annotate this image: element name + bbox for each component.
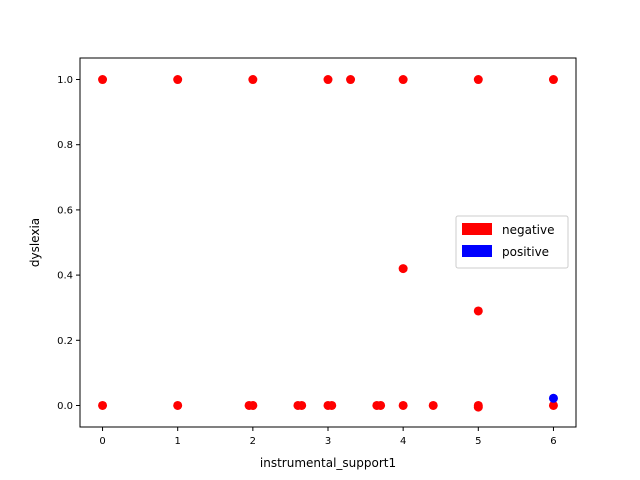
y-tick-label: 0.8 (57, 140, 73, 151)
y-axis-label: dyslexia (28, 218, 42, 267)
point-negative-10 (98, 400, 108, 410)
legend: negative positive (455, 215, 569, 269)
point-negative-21 (428, 400, 438, 410)
x-tick-label: 5 (475, 436, 481, 447)
x-tick-label: 4 (400, 436, 406, 447)
point-negative-6 (473, 75, 483, 85)
x-axis-label: instrumental_support1 (260, 456, 396, 470)
y-tick-label: 0.2 (57, 336, 73, 347)
y-tick-label: 0.4 (57, 271, 73, 282)
point-negative-4 (346, 75, 356, 85)
legend-label-negative: negative (502, 223, 554, 237)
data-points (98, 75, 558, 412)
x-tick-label: 1 (175, 436, 181, 447)
legend-swatch-negative (462, 223, 492, 235)
x-tick-label: 0 (99, 436, 105, 447)
point-negative-15 (297, 400, 307, 410)
y-tick-label: 0.0 (57, 401, 73, 412)
x-tick-label: 6 (550, 436, 556, 447)
point-positive-0 (548, 393, 558, 403)
point-negative-7 (548, 75, 558, 85)
point-negative-17 (327, 400, 337, 410)
point-negative-13 (248, 400, 258, 410)
x-tick-label: 2 (250, 436, 256, 447)
y-axis: 0.0 0.2 0.4 0.6 0.8 1.0 (57, 75, 80, 412)
y-tick-label: 0.6 (57, 205, 73, 216)
point-negative-2 (248, 75, 258, 85)
legend-label-positive: positive (502, 245, 549, 259)
point-negative-1 (173, 75, 183, 85)
point-negative-9 (473, 306, 483, 316)
point-negative-5 (398, 75, 408, 85)
legend-swatch-positive (462, 245, 492, 257)
point-negative-3 (323, 75, 333, 85)
point-negative-24 (548, 400, 558, 410)
point-negative-11 (173, 400, 183, 410)
point-negative-19 (376, 400, 386, 410)
y-tick-label: 1.0 (57, 75, 73, 86)
point-negative-20 (398, 400, 408, 410)
point-negative-23 (473, 402, 483, 412)
x-axis: 0 1 2 3 4 5 6 (99, 427, 557, 447)
point-negative-8 (398, 264, 408, 274)
point-negative-0 (98, 75, 108, 85)
x-tick-label: 3 (325, 436, 331, 447)
